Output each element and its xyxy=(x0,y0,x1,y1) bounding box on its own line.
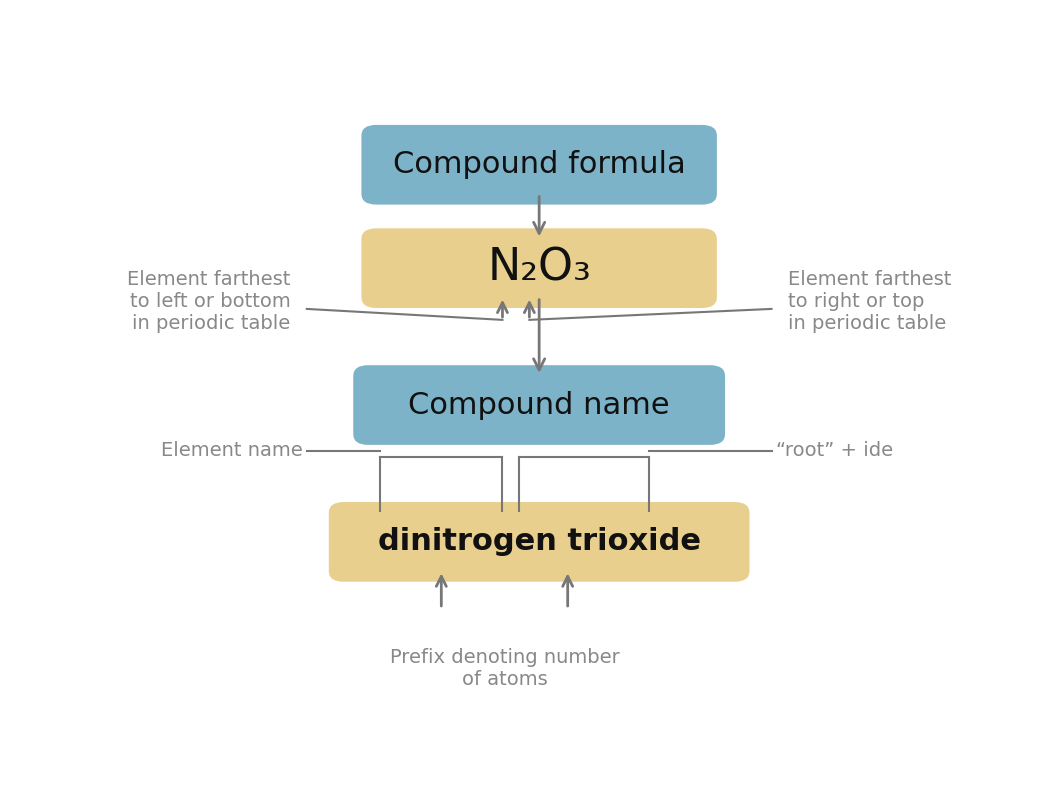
Text: Compound formula: Compound formula xyxy=(392,150,686,179)
FancyBboxPatch shape xyxy=(362,228,716,308)
FancyBboxPatch shape xyxy=(362,125,716,205)
Text: Prefix denoting number
of atoms: Prefix denoting number of atoms xyxy=(390,649,620,690)
FancyBboxPatch shape xyxy=(329,502,749,581)
Text: “root” + ide: “root” + ide xyxy=(775,441,893,460)
Text: Element name: Element name xyxy=(161,441,303,460)
FancyBboxPatch shape xyxy=(353,365,725,445)
Text: N₂O₃: N₂O₃ xyxy=(487,246,591,290)
Text: Compound name: Compound name xyxy=(408,390,670,419)
Text: Element farthest
to left or bottom
in periodic table: Element farthest to left or bottom in pe… xyxy=(127,270,290,333)
Text: dinitrogen trioxide: dinitrogen trioxide xyxy=(378,528,701,556)
Text: Element farthest
to right or top
in periodic table: Element farthest to right or top in peri… xyxy=(788,270,951,333)
